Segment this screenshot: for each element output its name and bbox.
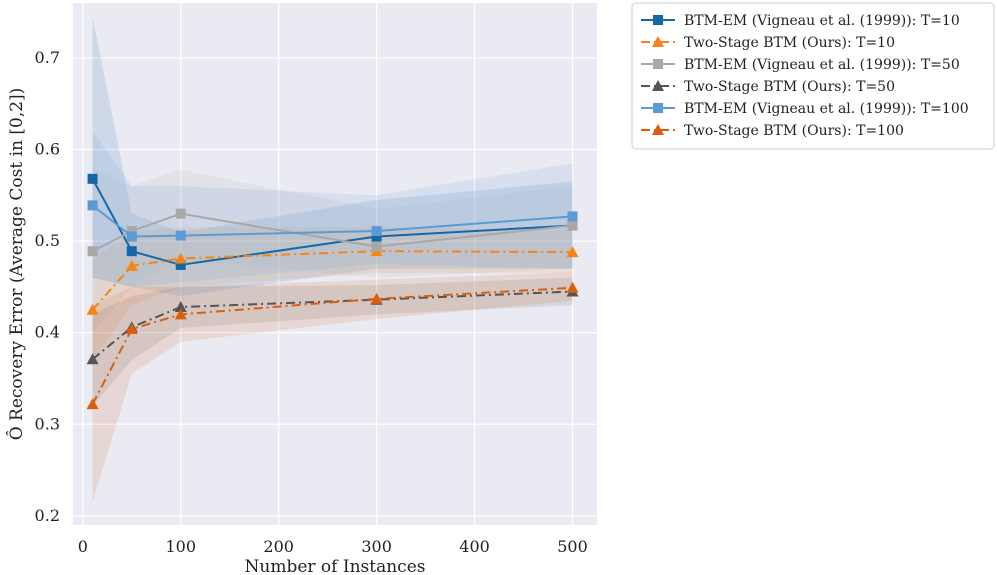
legend-label-4: BTM-EM (Vigneau et al. (1999)): T=100 xyxy=(684,101,969,117)
point-series-0-2 xyxy=(175,259,186,270)
legend-label-0: BTM-EM (Vigneau et al. (1999)): T=10 xyxy=(684,13,960,29)
y-axis-ticks: 0.2 0.3 0.4 0.5 0.6 0.7 xyxy=(35,48,60,525)
point-series-4-0 xyxy=(87,200,98,211)
point-series-0-3 xyxy=(371,231,382,242)
legend-marker-0 xyxy=(653,15,663,25)
legend-marker-5 xyxy=(652,124,664,135)
y-tick-label-3: 0.5 xyxy=(35,231,60,250)
point-series-5-1 xyxy=(125,323,138,335)
point-series-5-4 xyxy=(566,281,579,293)
point-series-2-2 xyxy=(175,208,186,219)
point-series-3-2 xyxy=(174,301,187,313)
legend-marker-2 xyxy=(653,59,663,69)
legend-label-3: Two-Stage BTM (Ours): T=50 xyxy=(684,79,895,95)
legend-marker-3 xyxy=(652,80,664,91)
band-series-3 xyxy=(92,277,573,406)
point-series-2-0 xyxy=(87,246,98,257)
y-tick-label-4: 0.6 xyxy=(35,140,60,159)
x-tick-label-4: 400 xyxy=(459,537,490,556)
y-axis-title: Ô Recovery Error (Average Cost in [0,2]) xyxy=(6,88,27,441)
plot-background xyxy=(73,3,597,525)
x-tick-label-5: 500 xyxy=(557,537,588,556)
x-tick-label-2: 200 xyxy=(263,537,294,556)
point-series-0-1 xyxy=(126,246,137,257)
legend-label-2: BTM-EM (Vigneau et al. (1999)): T=50 xyxy=(684,57,960,73)
point-series-1-1 xyxy=(125,259,138,271)
band-series-5 xyxy=(92,272,573,503)
point-series-5-2 xyxy=(174,308,187,320)
band-series-2 xyxy=(92,167,573,333)
y-tick-label-2: 0.4 xyxy=(35,323,60,342)
point-series-4-1 xyxy=(126,231,137,242)
legend-label-5: Two-Stage BTM (Ours): T=100 xyxy=(684,123,904,139)
point-series-2-4 xyxy=(567,220,578,231)
x-tick-label-1: 100 xyxy=(165,537,196,556)
x-axis-ticks: 0 100 200 300 400 500 xyxy=(78,537,588,556)
series-markers xyxy=(86,173,579,410)
point-series-4-4 xyxy=(567,211,578,222)
y-tick-label-0: 0.2 xyxy=(35,506,60,525)
y-tick-label-1: 0.3 xyxy=(35,414,60,433)
point-series-5-3 xyxy=(370,292,383,304)
legend-box xyxy=(631,2,995,150)
point-series-4-3 xyxy=(371,226,382,237)
point-series-1-2 xyxy=(174,252,187,264)
legend-label-1: Two-Stage BTM (Ours): T=10 xyxy=(684,35,895,51)
legend-marker-1 xyxy=(652,36,664,47)
x-tick-label-0: 0 xyxy=(78,537,88,556)
legend: BTM-EM (Vigneau et al. (1999)): T=10 Two-… xyxy=(631,2,995,150)
x-axis-title: Number of Instances xyxy=(245,557,426,575)
point-series-5-0 xyxy=(86,398,99,410)
y-tick-label-5: 0.7 xyxy=(35,48,60,67)
point-series-3-0 xyxy=(86,353,99,365)
legend-marker-4 xyxy=(653,103,663,113)
point-series-2-3 xyxy=(371,241,382,252)
point-series-4-2 xyxy=(175,230,186,241)
point-series-1-0 xyxy=(86,303,99,315)
point-series-1-4 xyxy=(566,246,579,258)
point-series-2-1 xyxy=(126,226,137,237)
x-tick-label-3: 300 xyxy=(361,537,392,556)
point-series-0-0 xyxy=(87,173,98,184)
band-series-4 xyxy=(92,131,573,287)
